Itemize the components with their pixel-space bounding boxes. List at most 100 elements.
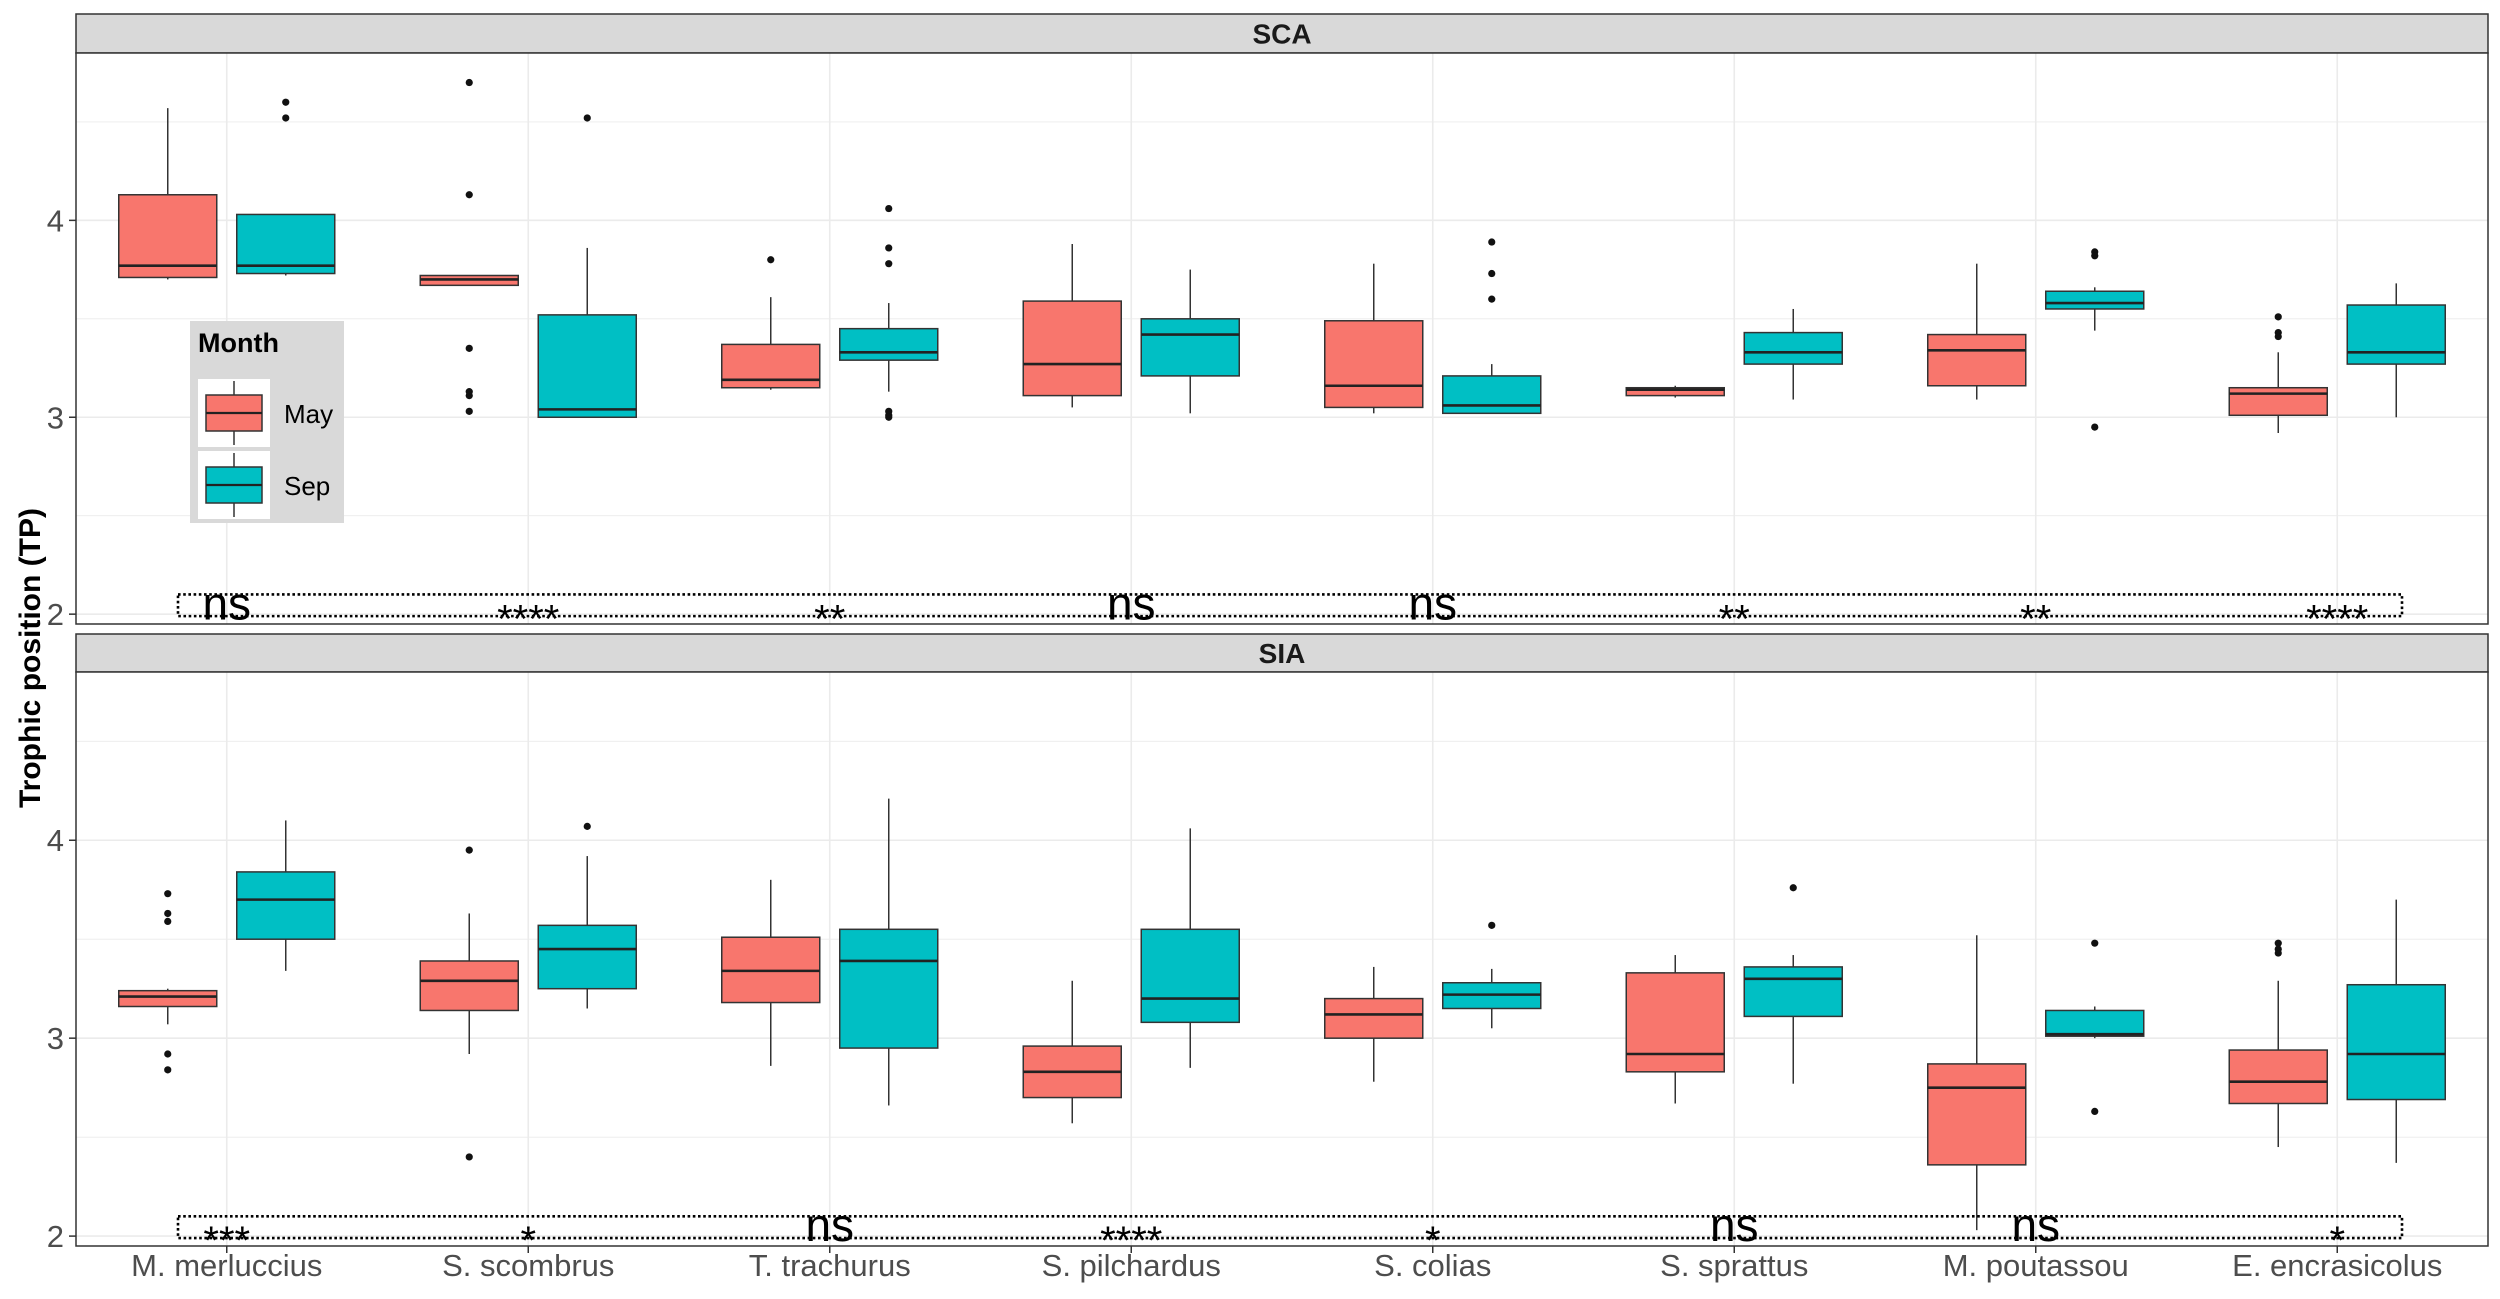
significance-label: ns bbox=[1710, 1199, 1759, 1251]
outlier-point bbox=[164, 1050, 172, 1058]
outlier-point bbox=[2091, 1107, 2099, 1116]
box-sep bbox=[1140, 318, 1240, 377]
outlier-point bbox=[1488, 295, 1496, 303]
box-may bbox=[721, 343, 821, 389]
box-may bbox=[1927, 333, 2027, 387]
outlier-point bbox=[2274, 313, 2282, 321]
box-sep bbox=[1743, 331, 1843, 365]
significance-label: ** bbox=[2020, 597, 2051, 641]
facet-strip-sca bbox=[75, 13, 2489, 54]
box-sep bbox=[537, 924, 637, 990]
outlier-point bbox=[1488, 269, 1496, 278]
outlier-point bbox=[2274, 939, 2282, 947]
outlier-point bbox=[465, 846, 473, 854]
box-sep bbox=[236, 213, 336, 275]
significance-label: **** bbox=[1100, 1219, 1162, 1263]
significance-label: **** bbox=[497, 597, 559, 641]
legend: Month May Sep bbox=[190, 321, 344, 523]
panel-border-sca bbox=[75, 52, 2489, 625]
outlier-point bbox=[465, 1153, 473, 1161]
legend-label-may: May bbox=[284, 399, 333, 429]
outlier-point bbox=[885, 204, 893, 213]
box-sep bbox=[537, 314, 637, 419]
box-sep bbox=[236, 871, 336, 940]
x-tick-label: S. colias bbox=[1374, 1248, 1491, 1283]
outlier-point bbox=[282, 98, 290, 106]
box-sep bbox=[1442, 375, 1542, 415]
y-tick-label: 2 bbox=[47, 597, 64, 632]
outlier-point bbox=[164, 909, 172, 918]
outlier-point bbox=[2091, 939, 2099, 947]
outlier-point bbox=[885, 413, 893, 421]
outlier-point bbox=[583, 822, 591, 830]
significance-label: **** bbox=[2306, 597, 2368, 641]
outlier-point bbox=[767, 256, 775, 264]
y-tick-label: 2 bbox=[47, 1219, 64, 1254]
significance-label: ns bbox=[202, 577, 251, 629]
box-sep bbox=[2045, 290, 2145, 310]
box-sep bbox=[1743, 966, 1843, 1018]
y-axis-label: Trophic position (TP) bbox=[14, 508, 47, 808]
outlier-point bbox=[1488, 238, 1496, 246]
box-may bbox=[118, 989, 218, 1008]
y-tick-label: 4 bbox=[47, 203, 64, 238]
box-sep bbox=[2346, 983, 2446, 1101]
y-tick-label: 4 bbox=[47, 823, 64, 858]
outlier-point bbox=[282, 114, 290, 122]
box-may bbox=[1022, 300, 1122, 397]
legend-label-sep: Sep bbox=[284, 471, 330, 501]
significance-label: ns bbox=[1408, 577, 1457, 629]
panel-background-sca bbox=[76, 53, 2488, 624]
x-tick-label: S. scombrus bbox=[442, 1248, 614, 1283]
significance-label: *** bbox=[203, 1219, 250, 1263]
facet-strip-sia bbox=[75, 633, 2489, 673]
outlier-point bbox=[465, 191, 473, 199]
box-may bbox=[2228, 1049, 2328, 1105]
box-may bbox=[1625, 386, 1725, 397]
box-may bbox=[118, 194, 218, 279]
significance-label: * bbox=[520, 1219, 536, 1263]
outlier-point bbox=[465, 392, 473, 400]
box-sep bbox=[1140, 928, 1240, 1024]
box-may bbox=[419, 960, 519, 1012]
significance-label: * bbox=[1425, 1219, 1441, 1263]
panel-background-sia bbox=[76, 672, 2488, 1246]
significance-label: ns bbox=[2011, 1199, 2060, 1251]
outlier-point bbox=[885, 244, 893, 252]
panel-border-sia bbox=[75, 671, 2489, 1247]
x-tick-label: E. encrasicolus bbox=[2232, 1248, 2442, 1283]
outlier-point bbox=[2274, 332, 2282, 341]
box-may bbox=[1927, 1063, 2027, 1166]
significance-label: ns bbox=[1107, 577, 1156, 629]
box-may bbox=[1324, 320, 1424, 409]
box-may bbox=[2228, 386, 2328, 417]
outlier-point bbox=[164, 1066, 172, 1074]
outlier-point bbox=[2274, 949, 2282, 957]
y-tick-label: 3 bbox=[47, 1021, 64, 1056]
outlier-point bbox=[2091, 252, 2099, 260]
outlier-point bbox=[1488, 921, 1496, 929]
y-tick-label: 3 bbox=[47, 400, 64, 435]
x-tick-label: M. poutassou bbox=[1943, 1248, 2129, 1283]
outlier-point bbox=[465, 407, 473, 415]
x-tick-label: S. sprattus bbox=[1660, 1248, 1808, 1283]
facet-strip-label-sia: SIA bbox=[1259, 638, 1306, 669]
significance-label: ** bbox=[814, 597, 845, 641]
box-may bbox=[1625, 972, 1725, 1073]
box-may bbox=[1324, 997, 1424, 1039]
box-sep bbox=[839, 928, 939, 1049]
outlier-point bbox=[885, 260, 893, 268]
significance-label: * bbox=[2329, 1219, 2345, 1263]
legend-title: Month bbox=[198, 328, 279, 358]
significance-label: ns bbox=[805, 1199, 854, 1251]
box-sep bbox=[2346, 304, 2446, 365]
x-tick-label: S. pilchardus bbox=[1042, 1248, 1221, 1283]
outlier-point bbox=[583, 114, 591, 122]
outlier-point bbox=[1789, 884, 1797, 892]
significance-label: ** bbox=[1719, 597, 1750, 641]
outlier-point bbox=[465, 344, 473, 352]
outlier-point bbox=[164, 890, 172, 898]
outlier-point bbox=[2091, 423, 2099, 431]
box-sep bbox=[839, 327, 939, 361]
